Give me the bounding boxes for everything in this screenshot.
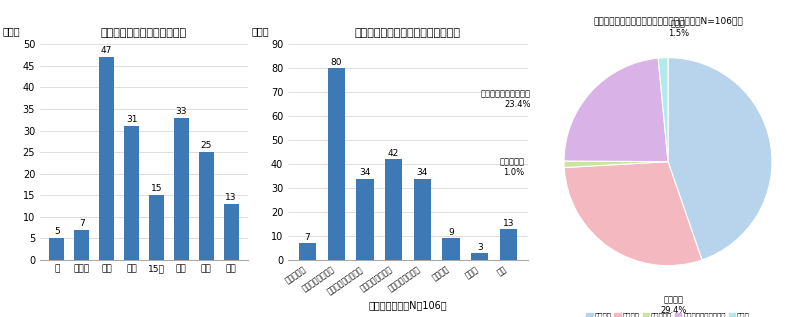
Text: 販売サイト
1.0%: 販売サイト 1.0%: [499, 157, 525, 177]
Text: 13: 13: [226, 193, 237, 202]
Text: 47: 47: [101, 46, 112, 55]
Title: 【どこでお菓子を買いますか（複数回答可；N=106）】: 【どこでお菓子を買いますか（複数回答可；N=106）】: [593, 16, 743, 25]
Wedge shape: [658, 58, 668, 162]
Text: 80: 80: [330, 58, 342, 67]
Bar: [224, 204, 238, 260]
Bar: [471, 253, 488, 260]
Text: 25: 25: [201, 141, 212, 150]
Wedge shape: [564, 162, 702, 266]
Text: （複数回答可；N＝106）: （複数回答可；N＝106）: [369, 301, 447, 311]
Bar: [149, 195, 164, 260]
Bar: [356, 178, 374, 260]
Text: 34: 34: [359, 168, 370, 177]
Text: 31: 31: [126, 115, 138, 124]
Text: 34: 34: [417, 168, 428, 177]
Title: 【どんな時にお菓子を食べますか】: 【どんな時にお菓子を食べますか】: [355, 28, 461, 38]
Bar: [198, 152, 214, 260]
Text: 7: 7: [79, 219, 85, 228]
Text: 9: 9: [448, 228, 454, 237]
Bar: [414, 178, 431, 260]
Wedge shape: [564, 58, 668, 162]
Text: （名）: （名）: [2, 26, 20, 36]
Text: 5: 5: [54, 227, 60, 236]
Bar: [328, 68, 345, 260]
Text: （名）: （名）: [252, 26, 270, 36]
Text: 33: 33: [175, 107, 187, 115]
Wedge shape: [564, 161, 668, 168]
Text: 3: 3: [477, 243, 482, 252]
Bar: [124, 126, 139, 260]
Text: 7: 7: [305, 233, 310, 242]
Text: 15: 15: [150, 184, 162, 193]
Bar: [50, 238, 64, 260]
Bar: [74, 230, 90, 260]
Legend: スーパー, コンビニ, 販売サイト, ドラックストア・薬局, その他: スーパー, コンビニ, 販売サイト, ドラックストア・薬局, その他: [583, 310, 753, 317]
Text: 42: 42: [388, 149, 399, 158]
Text: ドラックストア・薬局
23.4%: ドラックストア・薬局 23.4%: [481, 90, 530, 109]
Bar: [99, 57, 114, 260]
Text: その他
1.5%: その他 1.5%: [668, 19, 689, 38]
Bar: [500, 229, 517, 260]
Text: コンビニ
29.4%: コンビニ 29.4%: [660, 295, 686, 315]
Bar: [442, 238, 460, 260]
Bar: [385, 159, 402, 260]
Bar: [174, 118, 189, 260]
Title: 【いつお菓子を食べますか】: 【いつお菓子を食べますか】: [101, 28, 187, 38]
Bar: [299, 243, 316, 260]
Wedge shape: [668, 58, 772, 260]
Text: 13: 13: [502, 219, 514, 228]
